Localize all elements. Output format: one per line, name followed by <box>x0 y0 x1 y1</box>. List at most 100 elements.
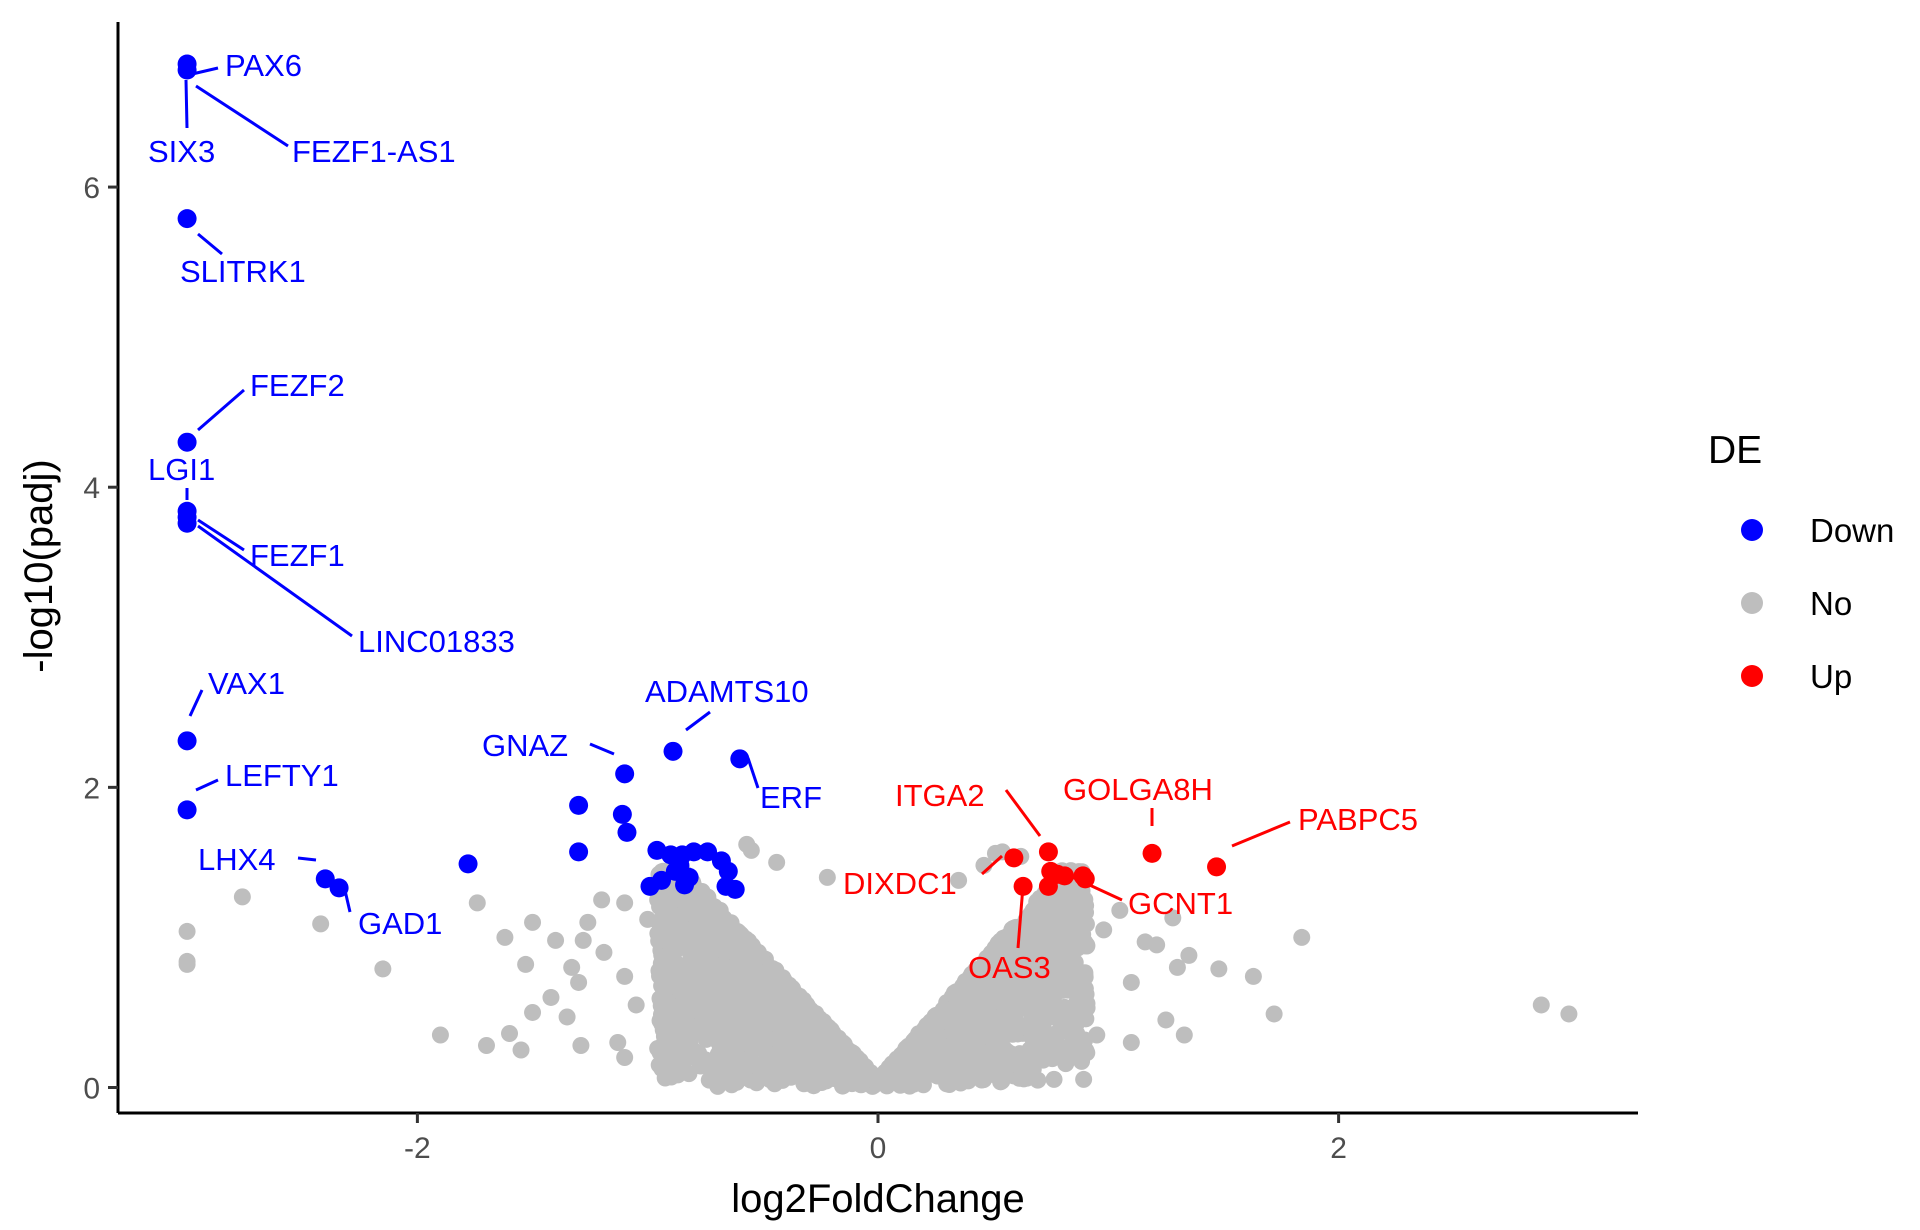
data-point-down <box>329 878 349 898</box>
data-point-no <box>1157 1011 1175 1029</box>
data-point-no <box>749 1071 767 1089</box>
data-point-no <box>935 1045 953 1063</box>
gene-label: OAS3 <box>968 950 1051 985</box>
data-point-down <box>698 842 718 862</box>
data-point-no <box>1244 967 1262 985</box>
data-point-no <box>501 1024 519 1042</box>
legend-key-no <box>1741 592 1763 614</box>
data-point-no <box>431 1026 449 1044</box>
leader-line <box>589 742 615 756</box>
leader-line <box>197 232 223 256</box>
leader-line <box>297 856 317 862</box>
legend-entries: Down No Up <box>1741 512 1894 695</box>
data-point-down <box>730 749 750 769</box>
leader-line <box>1016 885 1025 949</box>
leader-line <box>195 84 289 148</box>
data-point-no <box>524 913 542 931</box>
data-point-no <box>783 979 801 997</box>
gene-label: GAD1 <box>358 906 442 941</box>
legend-key-up <box>1741 665 1763 687</box>
gene-label: ADAMTS10 <box>645 674 809 709</box>
data-point-no <box>1076 1041 1094 1059</box>
leader-line <box>188 689 204 717</box>
data-point-no <box>650 1056 668 1074</box>
data-point-no <box>1072 988 1090 1006</box>
data-point-no <box>1532 996 1550 1014</box>
data-point-no <box>595 943 613 961</box>
gene-label: LEFTY1 <box>225 758 339 793</box>
data-point-no <box>1077 1010 1095 1028</box>
data-point-down <box>177 513 197 533</box>
data-point-no <box>714 931 732 949</box>
data-point-no <box>312 915 330 933</box>
data-point-no <box>839 1072 857 1090</box>
data-point-no <box>957 1038 975 1056</box>
data-point-no <box>1018 963 1036 981</box>
gene-label: FEZF2 <box>250 368 345 403</box>
data-point-no <box>973 1071 991 1089</box>
data-point-no <box>728 1062 746 1080</box>
data-point-no <box>754 1028 772 1046</box>
data-point-no <box>996 954 1014 972</box>
data-point-no <box>950 871 968 889</box>
data-point-no <box>649 925 667 943</box>
gene-label: LINC01833 <box>358 624 515 659</box>
data-point-no <box>723 1076 741 1094</box>
data-point-no <box>1026 1005 1044 1023</box>
data-point-no <box>743 937 761 955</box>
data-point-no <box>994 929 1012 947</box>
gene-label: ITGA2 <box>895 778 985 813</box>
gene-label: SLITRK1 <box>180 254 306 289</box>
data-point-down <box>177 731 197 751</box>
data-point-no <box>674 891 692 909</box>
data-point-down <box>725 879 745 899</box>
data-point-no <box>795 998 813 1016</box>
legend-label: No <box>1810 585 1852 622</box>
gene-label: FEZF1-AS1 <box>292 134 456 169</box>
data-point-no <box>616 967 634 985</box>
data-point-no <box>754 1009 772 1027</box>
gene-label: GCNT1 <box>1128 886 1233 921</box>
data-point-no <box>1180 946 1198 964</box>
data-point-no <box>616 894 634 912</box>
data-point-no <box>696 1011 714 1029</box>
data-point-no <box>958 1062 976 1080</box>
data-point-no <box>1560 1005 1578 1023</box>
y-axis-title: -log10(padj) <box>17 459 61 672</box>
data-point-no <box>817 1027 835 1045</box>
data-point-no <box>1039 987 1057 1005</box>
data-point-no <box>683 997 701 1015</box>
data-point-no <box>768 976 786 994</box>
data-point-no <box>664 920 682 938</box>
leader-line <box>1004 789 1042 837</box>
data-point-no <box>790 1044 808 1062</box>
legend-key-down <box>1741 519 1763 541</box>
leader-line <box>197 518 245 552</box>
data-point-down <box>663 741 683 761</box>
points-not-significant <box>178 835 1578 1095</box>
y-tick-label: 4 <box>83 472 100 505</box>
data-point-no <box>660 949 678 967</box>
data-point-no <box>616 1048 634 1066</box>
data-point-no <box>879 1063 897 1081</box>
label-leader-lines <box>184 66 1291 949</box>
data-point-no <box>574 931 592 949</box>
data-point-no <box>570 973 588 991</box>
data-point-no <box>1030 1041 1048 1059</box>
data-point-down <box>569 842 589 862</box>
data-point-no <box>800 1071 818 1089</box>
gene-labels: PAX6 SIX3 FEZF1-AS1 SLITRK1 FEZF2 LGI1 FEZF1 LI… <box>148 48 1418 985</box>
data-point-no <box>685 901 703 919</box>
leader-line <box>197 524 353 638</box>
data-point-down <box>615 764 635 784</box>
data-point-no <box>563 958 581 976</box>
gene-label: PAX6 <box>225 48 302 83</box>
data-point-no <box>1122 973 1140 991</box>
gene-label: GOLGA8H <box>1063 772 1213 807</box>
gene-label: GNAZ <box>482 728 568 763</box>
data-point-no <box>639 910 657 928</box>
leader-line <box>195 778 219 792</box>
data-point-no <box>985 1024 1003 1042</box>
data-point-no <box>1111 901 1129 919</box>
leader-line <box>184 79 189 129</box>
